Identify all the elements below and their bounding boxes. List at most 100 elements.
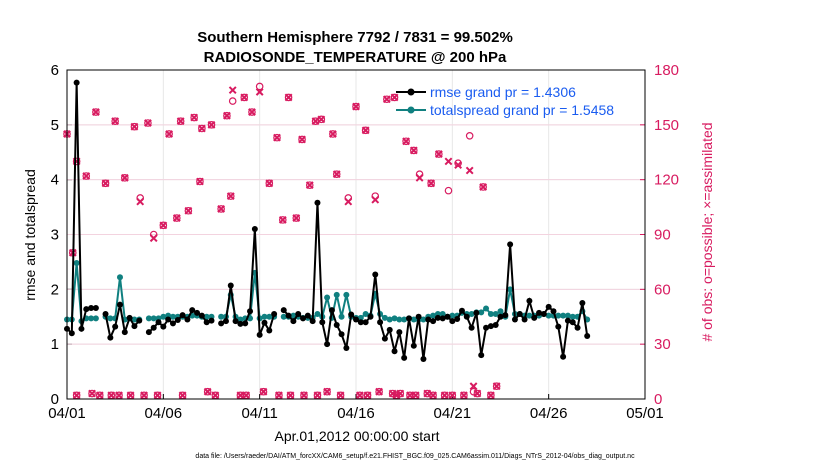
rmse-series-point bbox=[136, 317, 143, 324]
totalspread-series-point bbox=[487, 311, 494, 318]
obs-assimilated-point bbox=[396, 389, 405, 398]
rmse-series-point bbox=[165, 316, 172, 323]
obs-assimilated-point bbox=[120, 173, 129, 182]
obs-assimilated-point bbox=[313, 391, 322, 400]
obs-possible-point bbox=[165, 130, 173, 138]
obs-assimilated-point bbox=[469, 382, 478, 391]
obs-possible-point bbox=[173, 214, 181, 222]
obs-possible-point bbox=[82, 172, 91, 180]
obs-assimilated-point bbox=[382, 95, 391, 104]
totalspread-series-point bbox=[420, 316, 427, 323]
rmse-series-point bbox=[372, 271, 379, 278]
y-tick-label: 6 bbox=[51, 62, 59, 79]
obs-assimilated-point bbox=[273, 133, 281, 142]
rmse-series-point bbox=[343, 345, 350, 352]
x-tick-label: 04/16 bbox=[337, 405, 375, 422]
obs-possible-point bbox=[92, 108, 100, 116]
totalspread-series-point bbox=[569, 313, 576, 320]
y2-tick-label: 0 bbox=[654, 391, 662, 408]
legend-spread-label: totalspread grand pr = 1.5458 bbox=[430, 102, 614, 118]
rmse-series-point bbox=[444, 313, 451, 320]
rmse-series-point bbox=[473, 309, 480, 316]
obs-assimilated-point bbox=[140, 391, 148, 400]
obs-assimilated-point bbox=[126, 391, 135, 400]
x-tick-label: 05/01 bbox=[626, 405, 664, 422]
obs-possible-point bbox=[292, 214, 301, 222]
obs-assimilated-point bbox=[107, 391, 116, 400]
totalspread-series-point bbox=[116, 274, 123, 281]
totalspread-series-point bbox=[88, 315, 95, 322]
rmse-series-point bbox=[545, 303, 552, 310]
obs-assimilated-point bbox=[363, 391, 372, 400]
rmse-series-point bbox=[357, 319, 364, 326]
obs-assimilated-point bbox=[332, 170, 341, 179]
obs-possible-point bbox=[184, 206, 193, 215]
obs-assimilated-point bbox=[223, 111, 231, 120]
obs-assimilated-point bbox=[184, 206, 193, 215]
obs-possible-point bbox=[111, 117, 119, 125]
y-tick-label: 2 bbox=[51, 281, 59, 298]
y-tick-label: 5 bbox=[51, 117, 59, 134]
obs-assimilated-point bbox=[88, 389, 96, 398]
obs-assimilated-point bbox=[130, 122, 139, 131]
obs-possible-point bbox=[190, 113, 198, 122]
y2-tick-label: 120 bbox=[654, 172, 679, 189]
rmse-series-point bbox=[463, 313, 470, 320]
totalspread-series-point bbox=[555, 312, 562, 319]
rmse-series-point bbox=[203, 319, 210, 326]
obs-assimilated-point bbox=[375, 387, 384, 396]
rmse-series-point bbox=[386, 326, 393, 333]
rmse-series-point bbox=[579, 300, 586, 307]
obs-possible-point bbox=[130, 122, 139, 131]
obs-possible-point bbox=[223, 111, 231, 120]
totalspread-series-point bbox=[280, 313, 287, 320]
obs-assimilated-point bbox=[361, 126, 370, 135]
obs-possible-point bbox=[473, 389, 482, 398]
totalspread-series-point bbox=[483, 305, 490, 312]
obs-assimilated-point bbox=[298, 135, 306, 144]
obs-assimilated-point bbox=[159, 221, 168, 230]
obs-assimilated-point bbox=[411, 391, 420, 400]
obs-assimilated-point bbox=[473, 389, 482, 398]
totalspread-series-point bbox=[449, 312, 456, 319]
rmse-series-point bbox=[564, 317, 571, 324]
rmse-series-point bbox=[198, 312, 205, 319]
x-axis-label: Apr.01,2012 00:00:00 start bbox=[274, 428, 439, 444]
plot-frame bbox=[66, 69, 646, 400]
totalspread-series-point bbox=[203, 313, 210, 320]
obs-assimilated-point bbox=[286, 391, 295, 400]
obs-possible-point bbox=[332, 170, 341, 178]
rmse-series-point bbox=[155, 319, 162, 326]
obs-assimilated-point bbox=[275, 391, 283, 400]
rmse-series-point bbox=[242, 320, 249, 327]
obs-assimilated-point bbox=[336, 391, 345, 400]
obs-possible-point bbox=[196, 177, 204, 186]
rmse-series-point bbox=[256, 331, 263, 338]
obs-assimilated-point bbox=[72, 391, 81, 400]
totalspread-series-point bbox=[497, 308, 504, 315]
rmse-series-point bbox=[507, 241, 514, 248]
rmse-series-point bbox=[150, 324, 157, 331]
obs-assimilated-point bbox=[197, 124, 206, 133]
rmse-series-point bbox=[430, 318, 437, 325]
rmse-series-point bbox=[483, 324, 490, 331]
rmse-series-point bbox=[333, 321, 340, 328]
obs-assimilated-point bbox=[292, 214, 301, 222]
obs-assimilated-point bbox=[434, 150, 443, 158]
totalspread-series-point bbox=[261, 313, 268, 320]
obs-assimilated-point bbox=[371, 195, 380, 204]
obs-assimilated-point bbox=[406, 391, 414, 400]
obs-assimilated-point bbox=[165, 130, 174, 138]
obs-assimilated-point bbox=[211, 391, 220, 400]
rmse-series-point bbox=[492, 321, 499, 328]
rmse-series-point bbox=[174, 317, 181, 324]
totalspread-series-point bbox=[92, 315, 99, 322]
y-axis-label: rmse and totalspread bbox=[22, 169, 38, 301]
rmse-series-point bbox=[526, 297, 533, 304]
obs-assimilated-point bbox=[486, 391, 495, 400]
rmse-series-point bbox=[112, 323, 119, 330]
obs-possible-point bbox=[228, 97, 237, 105]
obs-assimilated-point bbox=[465, 166, 474, 175]
rmse-series-point bbox=[574, 324, 581, 331]
rmse-series-line bbox=[282, 202, 589, 360]
